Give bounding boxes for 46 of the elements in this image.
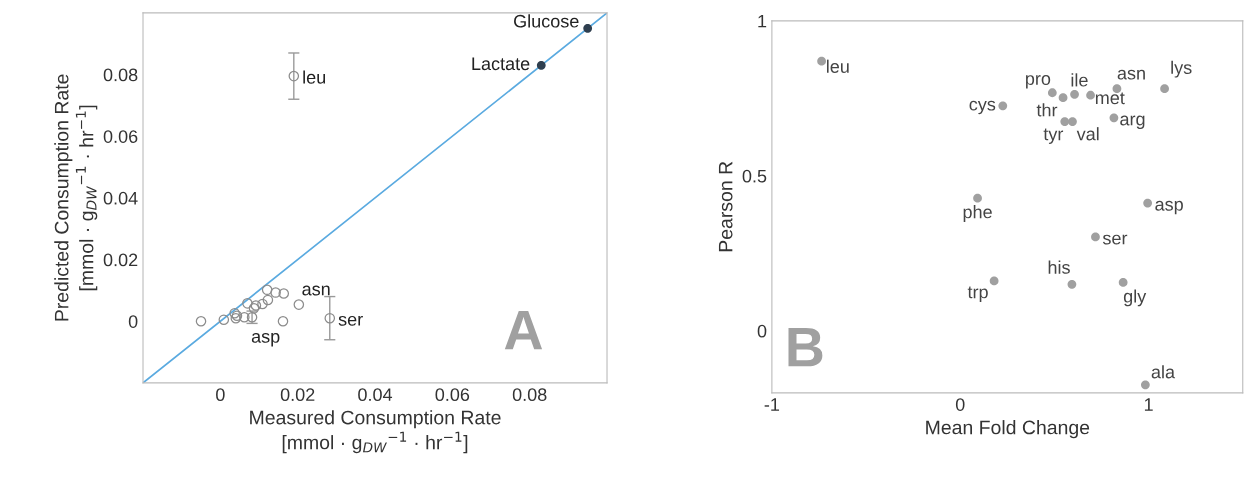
x-axis-title: Mean Fold Change [926,420,1090,439]
x-tick-label: 0.04 [358,388,393,402]
annotation: phe [963,205,992,222]
annotation: ser [1102,234,1128,245]
y-tick-label: 0 [128,315,138,328]
y-tick-label: 1 [758,14,767,28]
annotation: arg [1120,115,1145,130]
x-axis-title: Measured Consumption Rate [mmol · g$_{DW}$$^{−1}$ · hr$^{−1}$] [250,410,501,454]
annotation: ser [338,315,363,326]
x-tick-label: 1 [1144,398,1153,411]
x-tick-label: 0.08 [512,388,547,402]
x-tick-label: -1 [764,398,780,411]
annotation: asn [302,285,330,296]
annotation: trp [967,286,988,302]
annotation: B [788,328,823,367]
annotation: Glucose [514,14,579,28]
y-axis-title: Predicted Consumption Rate [mmol · g$_{DW}$$^{−1}$ · hr$^{−1}$] [54,74,98,321]
annotation: lys [1171,60,1192,78]
annotation: A [504,310,543,350]
annotation: cys [969,100,996,115]
y-axis-title: Pearson R [718,161,733,252]
annotation: asp [1155,200,1183,215]
annotation: gly [1123,289,1147,307]
x-tick-label: 0.06 [435,388,470,402]
x-tick-label: 0 [955,398,965,411]
annotation: leu [826,59,849,73]
annotation: pro [1026,75,1051,89]
annotation: leu [303,70,326,84]
x-tick-label: 0 [216,388,225,402]
y-tick-label: 0.08 [103,68,138,82]
annotation: his [1048,260,1070,274]
x-tick-label: 0.02 [280,388,315,402]
annotation: ile [1071,73,1088,87]
annotation: val [1076,127,1099,141]
y-tick-label: 0.04 [103,191,138,205]
y-tick-label: 0.06 [103,130,138,143]
annotation: thr [1036,103,1058,117]
annotation: tyr [1043,128,1064,144]
y-tick-label: 0.02 [103,253,138,267]
annotation: asn [1117,69,1145,80]
y-tick-label: 0.5 [742,169,767,183]
y-tick-label: 0 [757,324,767,338]
annotation: met [1095,92,1125,105]
annotation: ala [1151,365,1176,379]
annotation: Lactate [472,57,530,71]
annotation: asp [251,332,280,347]
